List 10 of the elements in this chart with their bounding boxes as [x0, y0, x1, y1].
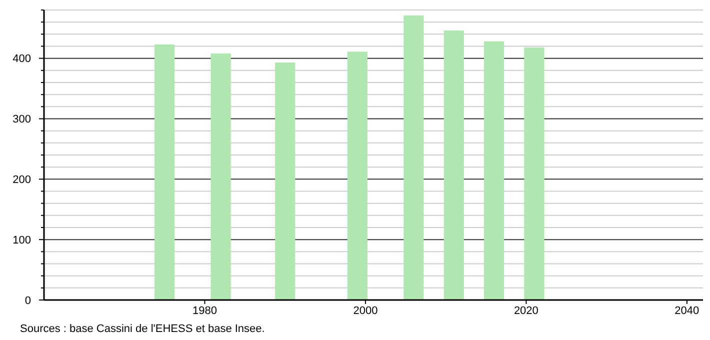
y-tick-label: 100 — [12, 234, 31, 246]
x-tick-label: 2040 — [674, 305, 700, 317]
y-tick-label: 300 — [12, 114, 31, 126]
x-tick-label: 2020 — [514, 305, 538, 317]
y-tick-label: 200 — [12, 174, 31, 186]
y-tick-label: 0 — [24, 294, 31, 307]
x-tick-label: 1980 — [192, 305, 217, 317]
source-note: Sources : base Cassini de l'EHESS et base Insee. — [20, 323, 265, 335]
y-tick-label: 400 — [12, 53, 31, 66]
x-tick-label: 2000 — [353, 305, 378, 317]
